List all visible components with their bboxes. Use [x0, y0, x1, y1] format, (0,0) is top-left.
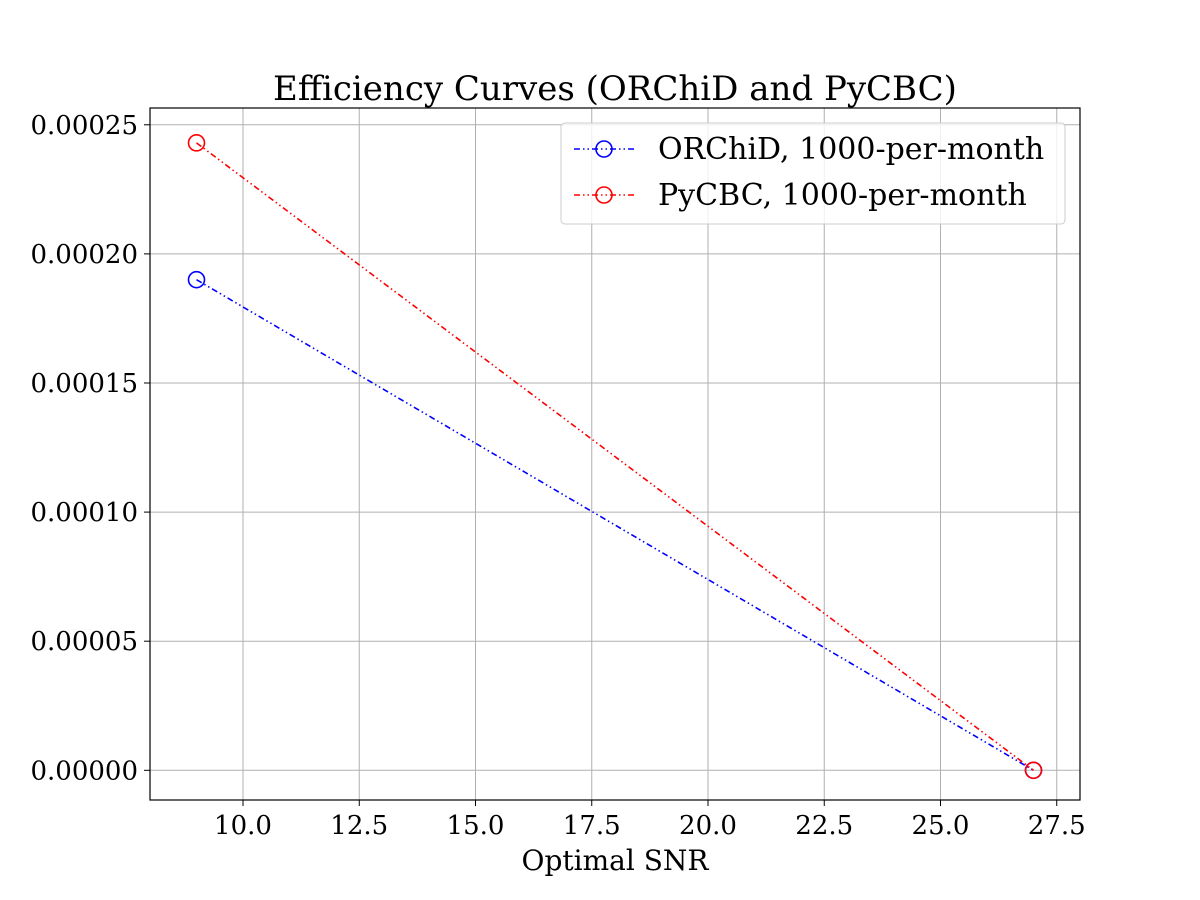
data-point-marker	[187, 270, 206, 289]
legend-box	[560, 122, 1066, 225]
y-tick-label: 0.00020	[30, 240, 138, 270]
legend: ORChiD, 1000-per-month PyCBC, 1000-per-mo…	[560, 122, 1066, 225]
x-tick-label: 25.0	[912, 811, 970, 841]
x-tick-label: 12.5	[330, 811, 388, 841]
y-tick-label: 0.00000	[30, 756, 138, 786]
x-tick-label: 27.5	[1028, 811, 1086, 841]
x-axis-label: Optimal SNR	[522, 844, 710, 877]
x-tick-label: 20.0	[679, 811, 737, 841]
series-line	[196, 142, 1034, 771]
data-point-marker	[1024, 761, 1043, 780]
chart-title: Efficiency Curves (ORChiD and PyCBC)	[273, 69, 957, 109]
x-axis: 10.0 12.5 15.0 17.5 20.0 22.5 25.0 27.5	[214, 800, 1086, 841]
legend-marker-sample	[595, 140, 613, 158]
legend-label: PyCBC, 1000-per-month	[658, 178, 1027, 213]
x-tick-label: 15.0	[447, 811, 505, 841]
y-tick-label: 0.00025	[30, 111, 138, 141]
plot-frame	[149, 107, 1081, 801]
y-axis: 0.00000 0.00005 0.00010 0.00015 0.00020 0.000…	[30, 111, 150, 786]
y-tick-label: 0.00005	[30, 627, 138, 657]
x-tick-label: 22.5	[795, 811, 853, 841]
y-tick-label: 0.00010	[30, 498, 138, 528]
x-tick-label: 17.5	[563, 811, 621, 841]
data-point-marker	[187, 134, 206, 152]
y-tick-label: 0.00015	[30, 369, 138, 399]
legend-marker-sample	[595, 186, 613, 204]
series-layer	[187, 134, 1043, 780]
x-tick-label: 10.0	[214, 811, 272, 841]
legend-label: ORChiD, 1000-per-month	[658, 132, 1044, 167]
